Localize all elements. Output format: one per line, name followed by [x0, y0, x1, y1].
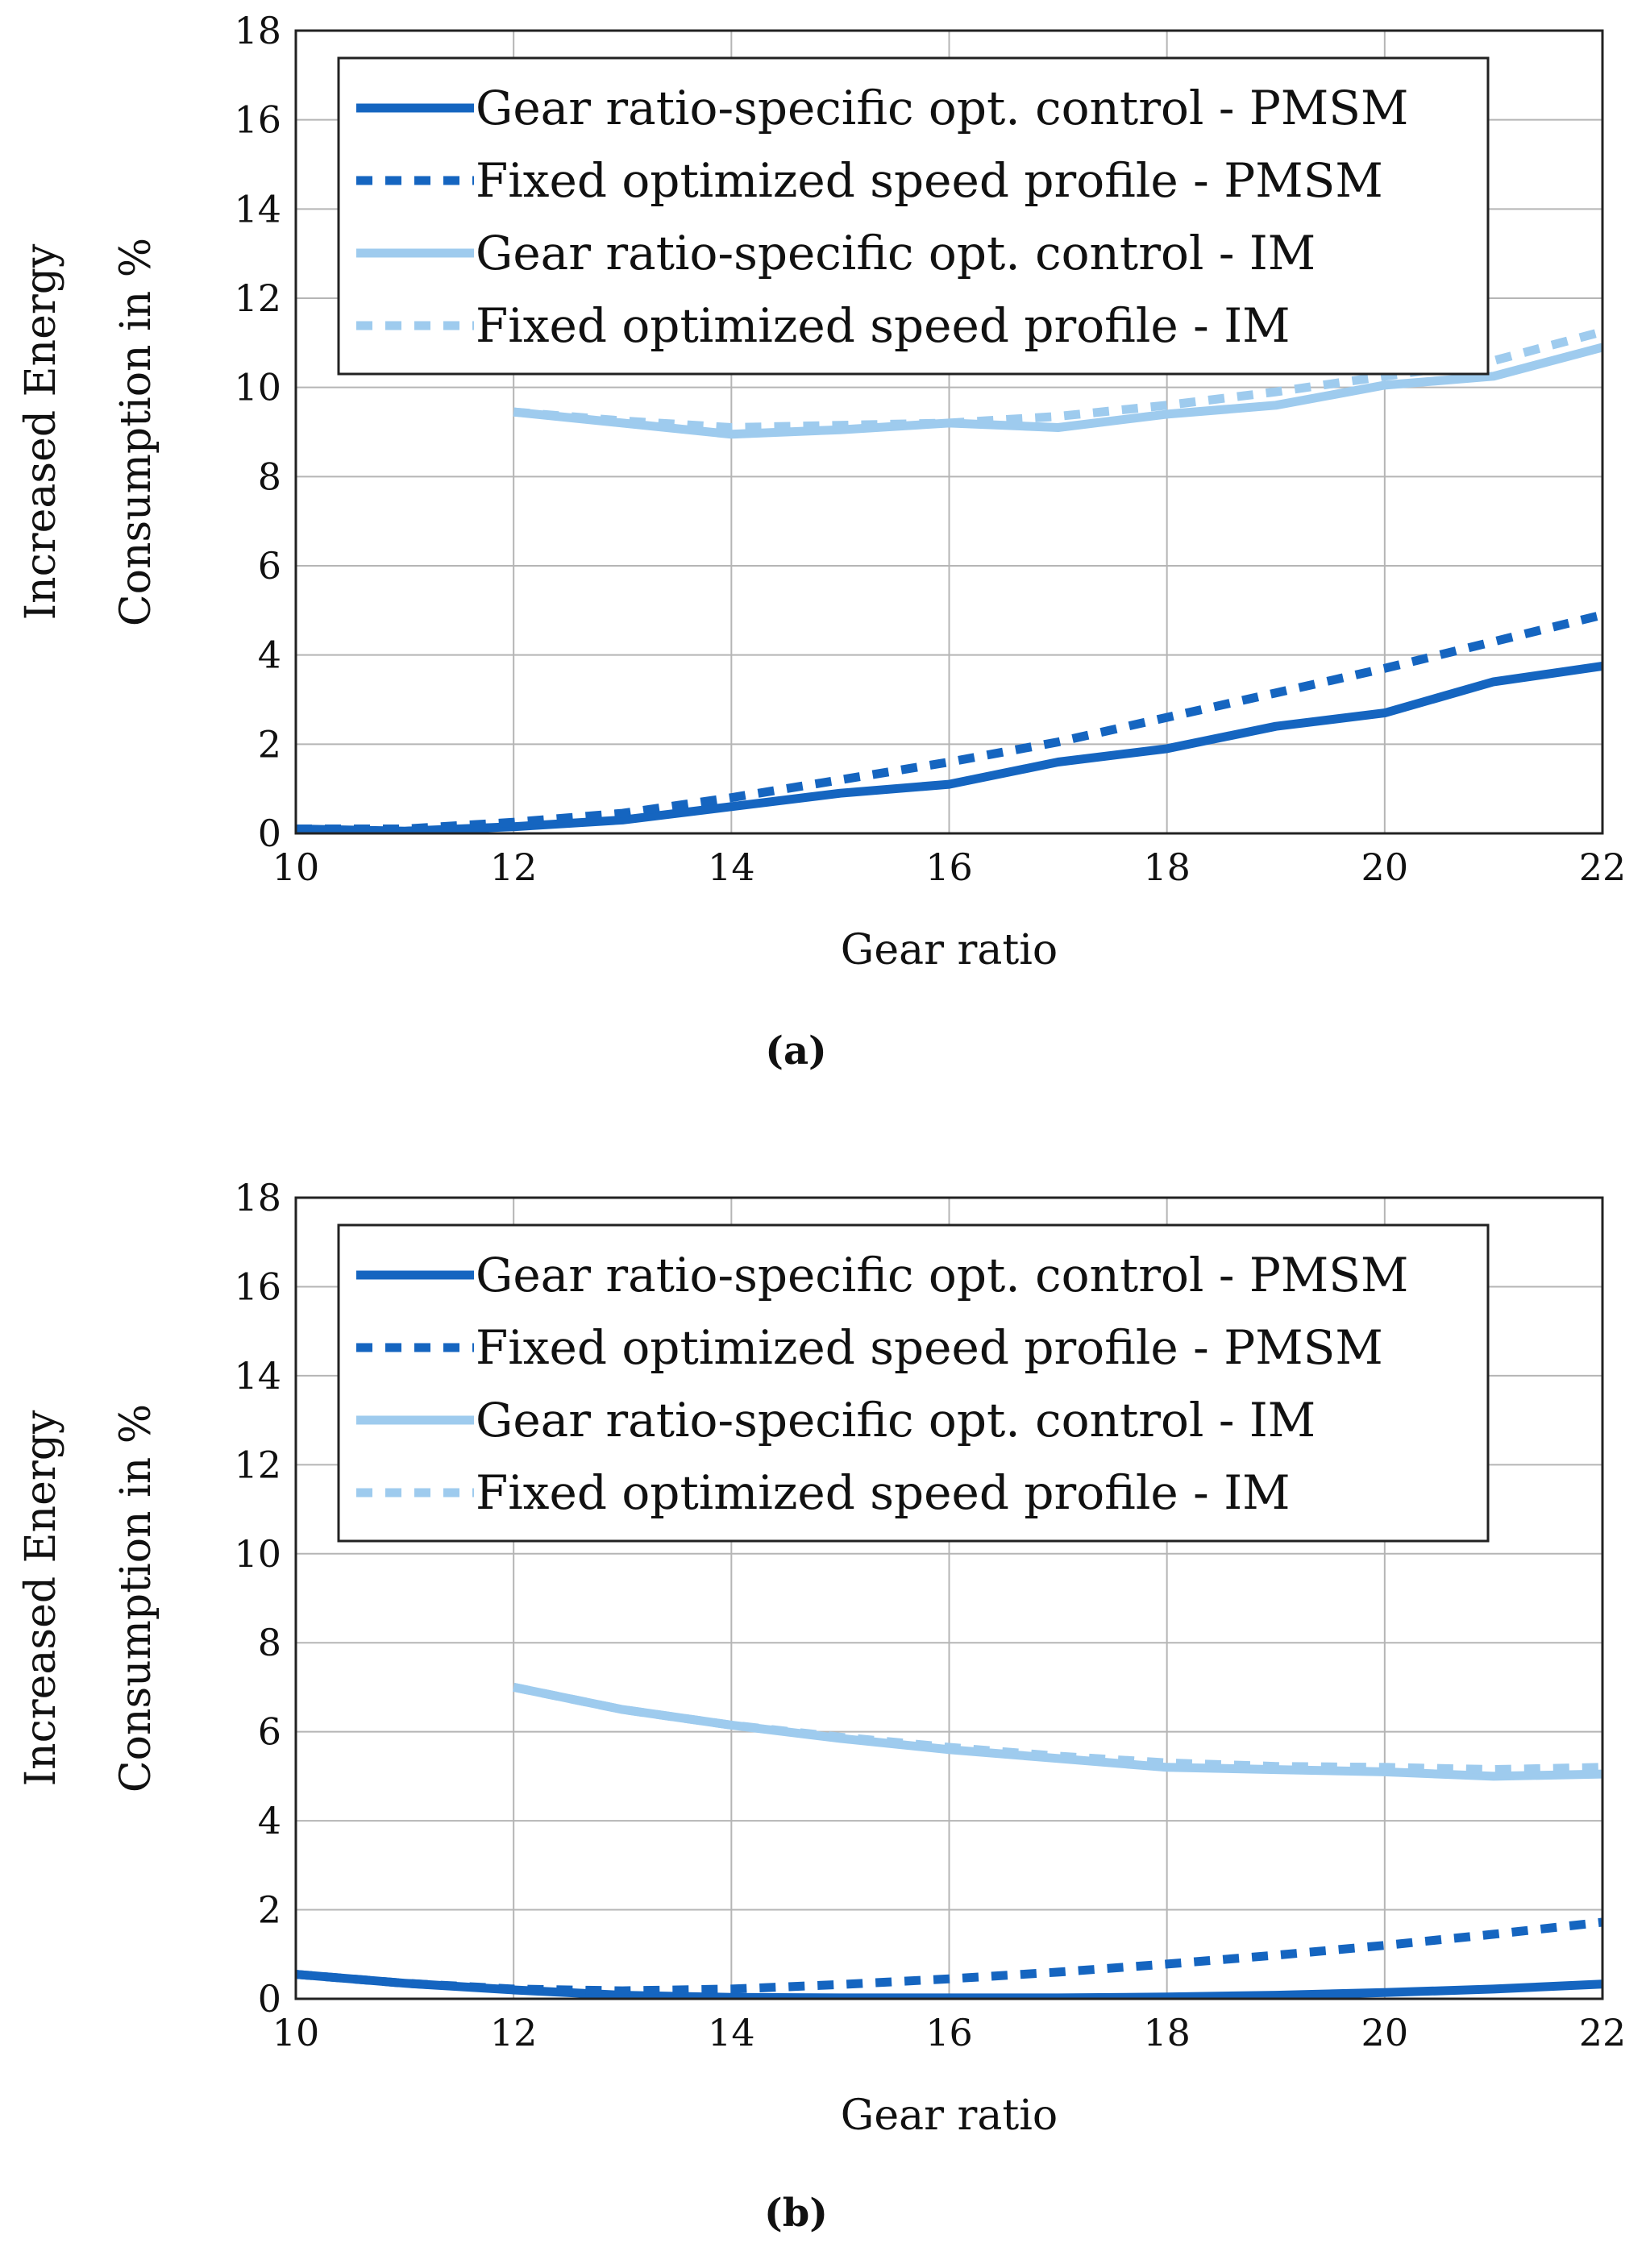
panel-b-x-tick-label-6: 22 [1579, 2011, 1627, 2054]
panel-a-y-tick-label-4: 8 [258, 455, 281, 498]
panel-b-x-tick-label-3: 16 [925, 2011, 973, 2054]
panel-b-y-axis-label-line2: Consumption in % [112, 1404, 160, 1792]
panel-a-x-tick-label-3: 16 [925, 845, 973, 889]
panel-a-x-tick-label-1: 12 [490, 845, 538, 889]
panel-b-y-tick-label-8: 16 [234, 1265, 281, 1308]
panel-a-y-tick-label-8: 16 [234, 98, 281, 142]
panel-a-legend-label-1: Fixed optimized speed profile - PMSM [476, 153, 1383, 208]
panel-a-y-tick-label-7: 14 [234, 187, 281, 231]
panel-a-x-tick-label-2: 14 [708, 845, 755, 889]
panel-b-y-tick-label-5: 10 [234, 1532, 281, 1576]
panel-a-legend-label-2: Gear ratio-specific opt. control - IM [476, 226, 1316, 280]
panel-b-y-tick-label-9: 18 [234, 1176, 281, 1219]
panel-a-series-line-2 [513, 343, 1602, 439]
panel-b-y-tick-label-3: 6 [258, 1710, 281, 1754]
panel-b-series-line-3 [513, 1683, 1602, 1775]
panel-b-y-tick-label-0: 0 [258, 1977, 281, 2021]
panel-a-legend-box [337, 56, 1490, 376]
panel-a-y-axis-label-line2: Consumption in % [112, 238, 160, 626]
panel-b-y-tick-label-6: 12 [234, 1443, 281, 1486]
chart-panel-a: 10 12 14 16 18 20 22 0 2 4 6 8 10 12 14 16 18 Gear ratio I… [17, 9, 1626, 1074]
panel-a-y-tick-label-2: 4 [258, 633, 281, 677]
chart-panel-b: 10 12 14 16 18 20 22 0 2 4 6 8 10 12 14 16 18 Gear ratio I… [17, 1176, 1626, 2236]
panel-b-series-line-1 [296, 1917, 1602, 1996]
panel-a-x-tick-label-6: 22 [1579, 845, 1627, 889]
panel-a-y-tick-label-1: 2 [258, 722, 281, 766]
panel-a-y-axis-label-line1: Increased Energy [17, 243, 65, 620]
panel-a-y-tick-label-5: 10 [234, 366, 281, 409]
panel-b-y-tick-label-7: 14 [234, 1354, 281, 1398]
panel-a-caption: (a) [765, 1028, 827, 1074]
panel-b-legend-label-3: Fixed optimized speed profile - IM [476, 1465, 1291, 1520]
panel-b-x-tick-label-1: 12 [490, 2011, 538, 2054]
panel-a-legend-label-3: Fixed optimized speed profile - IM [476, 298, 1291, 353]
panel-b-caption: (b) [764, 2191, 828, 2236]
panel-b-legend-label-2: Gear ratio-specific opt. control - IM [476, 1393, 1316, 1448]
panel-b-y-tick-label-1: 2 [258, 1888, 281, 1932]
panel-b-legend-label-0: Gear ratio-specific opt. control - PMSM [476, 1248, 1408, 1302]
panel-a-y-tick-label-9: 18 [234, 9, 281, 52]
panel-a-x-tick-label-4: 18 [1143, 845, 1191, 889]
panel-b-y-axis-label-line1: Increased Energy [17, 1410, 65, 1786]
panel-b-x-tick-label-0: 10 [272, 2011, 320, 2054]
panel-a-y-tick-label-6: 12 [234, 276, 281, 320]
panel-b-plot-frame [294, 1196, 1604, 2000]
panel-a-y-tick-label-0: 0 [258, 812, 281, 855]
panel-b-y-tick-label-4: 8 [258, 1621, 281, 1664]
panel-a-x-tick-label-5: 20 [1361, 845, 1409, 889]
panel-a-x-tick-label-0: 10 [272, 845, 320, 889]
panel-b-x-axis-label: Gear ratio [841, 2091, 1058, 2140]
panel-b-x-tick-label-2: 14 [708, 2011, 755, 2054]
panel-b-legend-box [337, 1223, 1490, 1543]
panel-b-y-tick-label-2: 4 [258, 1799, 281, 1842]
panel-b-x-tick-label-5: 20 [1361, 2011, 1409, 2054]
panel-a-x-axis-label: Gear ratio [841, 926, 1058, 974]
panel-b-x-tick-label-4: 18 [1143, 2011, 1191, 2054]
panel-a-legend-label-0: Gear ratio-specific opt. control - PMSM [476, 81, 1408, 135]
panel-a-plot-frame [294, 29, 1604, 835]
panel-a-series-line-1 [296, 610, 1602, 833]
panel-b-legend-label-1: Fixed optimized speed profile - PMSM [476, 1320, 1383, 1375]
panel-a-y-tick-label-3: 6 [258, 544, 281, 588]
